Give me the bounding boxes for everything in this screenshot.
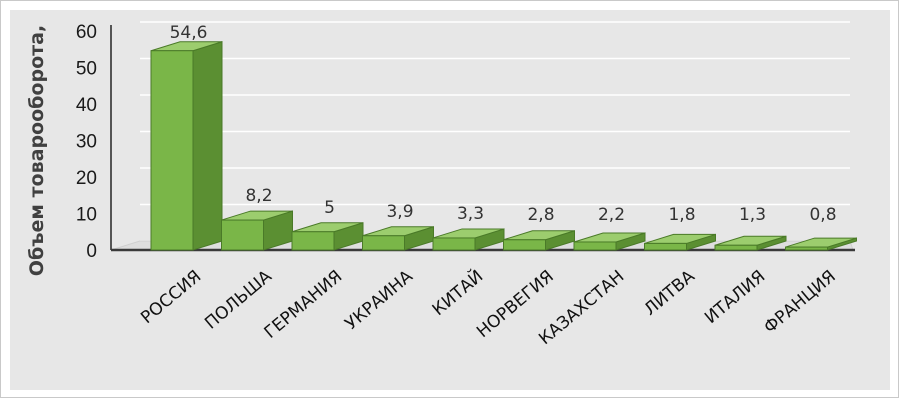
data-label: 2,8 [527, 205, 554, 225]
bar [362, 235, 405, 251]
data-label: 3,9 [386, 202, 413, 222]
bar [785, 246, 828, 251]
data-label: 1,8 [668, 205, 695, 225]
y-tick-label: 50 [76, 59, 97, 80]
bar [644, 242, 687, 251]
chart-area: 0 10 20 30 40 50 60 Объем товарооборота, 54,6 РОС… [10, 10, 890, 390]
y-tick-label: 40 [76, 95, 97, 116]
bar-side [192, 41, 223, 251]
data-label: 0,8 [809, 205, 836, 225]
data-label: 5 [324, 198, 335, 218]
y-tick-label: 0 [86, 241, 97, 262]
bar [221, 219, 264, 251]
category-label: ФРАНЦИЯ [760, 267, 840, 338]
bar [573, 241, 617, 251]
y-tick-label: 30 [76, 132, 97, 153]
bar-chart: 0 10 20 30 40 50 60 Объем товарооборота, 54,6 РОС… [26, 21, 857, 349]
bar [432, 237, 476, 251]
bar [150, 50, 194, 251]
data-label: 3,3 [457, 204, 484, 224]
data-label: 8,2 [245, 186, 272, 206]
y-tick-label: 60 [76, 22, 97, 43]
bar [503, 239, 546, 251]
bar [714, 244, 758, 251]
data-label: 54,6 [170, 23, 208, 43]
category-label: ГЕРМАНИЯ [261, 267, 347, 343]
y-axis-label: Объем товарооборота, [26, 25, 48, 276]
y-tick-label: 10 [76, 205, 97, 226]
category-label: ЛИТВА [641, 266, 699, 320]
bar [291, 231, 335, 251]
data-label: 1,3 [739, 205, 766, 225]
category-label: УКРАИНА [341, 266, 417, 334]
y-tick-label: 20 [76, 168, 97, 189]
category-label: КИТАЙ [427, 265, 487, 320]
category-label: ИТАЛИЯ [701, 267, 769, 329]
category-label: РОССИЯ [137, 267, 205, 329]
data-label: 2,2 [598, 205, 625, 225]
